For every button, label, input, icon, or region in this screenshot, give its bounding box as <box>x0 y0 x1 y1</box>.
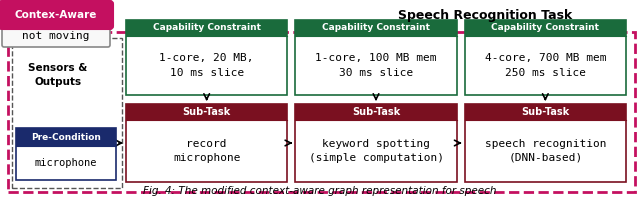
Bar <box>12 38 122 188</box>
Text: Sub-Task: Sub-Task <box>182 107 231 117</box>
Bar <box>8 32 635 192</box>
Text: 4-core, 700 MB mem
250 ms slice: 4-core, 700 MB mem 250 ms slice <box>484 53 606 77</box>
Text: Sub-Task: Sub-Task <box>352 107 400 117</box>
Text: Sensors &
Outputs: Sensors & Outputs <box>28 63 88 87</box>
Bar <box>465 104 626 120</box>
Bar <box>126 20 287 36</box>
Bar <box>126 104 287 120</box>
Bar <box>295 104 457 182</box>
Text: 1-core, 100 MB mem
30 ms slice: 1-core, 100 MB mem 30 ms slice <box>316 53 436 77</box>
Bar <box>465 104 626 182</box>
Bar <box>126 104 287 182</box>
Text: Pre-Condition: Pre-Condition <box>31 132 101 142</box>
Text: Capability Constraint: Capability Constraint <box>492 23 599 32</box>
Text: not moving: not moving <box>22 31 90 41</box>
FancyBboxPatch shape <box>2 25 110 47</box>
Text: Capability Constraint: Capability Constraint <box>153 23 260 32</box>
Text: Fig. 4: The modified context-aware graph representation for speech: Fig. 4: The modified context-aware graph… <box>143 186 497 196</box>
Bar <box>16 128 116 146</box>
FancyBboxPatch shape <box>0 1 113 29</box>
Text: Sub-Task: Sub-Task <box>521 107 570 117</box>
Bar <box>295 104 457 120</box>
Bar <box>126 20 287 95</box>
Bar <box>295 20 457 95</box>
Bar <box>465 20 626 36</box>
Text: Capability Constraint: Capability Constraint <box>322 23 430 32</box>
Text: Contex-Aware: Contex-Aware <box>15 10 97 20</box>
Text: microphone: microphone <box>35 158 97 168</box>
Text: speech recognition
(DNN-based): speech recognition (DNN-based) <box>484 139 606 163</box>
Bar <box>16 128 116 180</box>
Text: 1-core, 20 MB,
10 ms slice: 1-core, 20 MB, 10 ms slice <box>159 53 254 77</box>
Text: Speech Recognition Task: Speech Recognition Task <box>398 8 572 21</box>
Bar <box>295 20 457 36</box>
Text: keyword spotting
(simple computation): keyword spotting (simple computation) <box>308 139 444 163</box>
Bar <box>465 20 626 95</box>
Text: record
microphone: record microphone <box>173 139 241 163</box>
